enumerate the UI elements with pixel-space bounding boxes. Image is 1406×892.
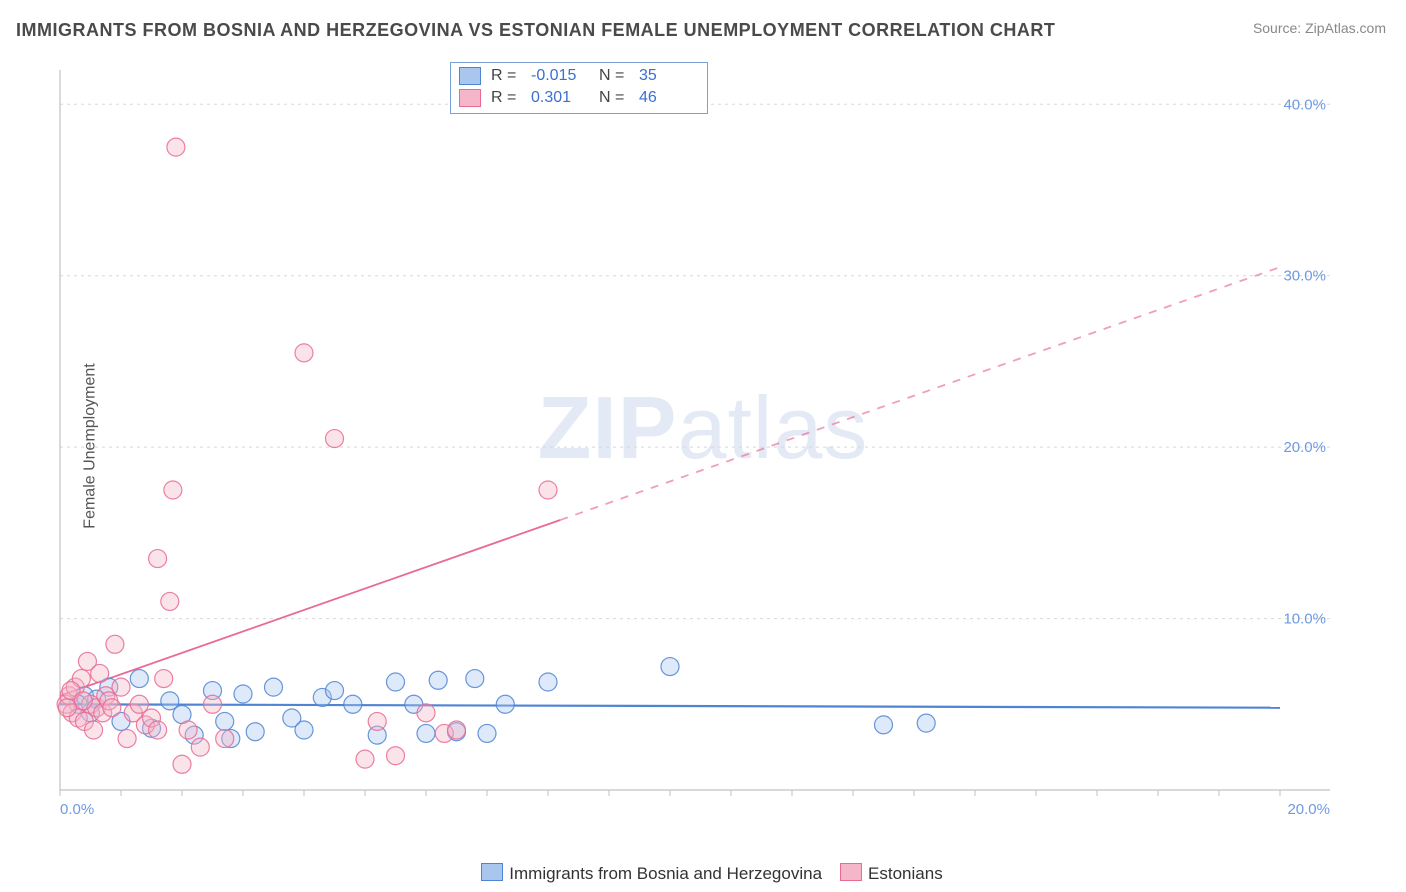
- legend-r-label: R =: [491, 65, 523, 87]
- svg-text:40.0%: 40.0%: [1283, 96, 1326, 113]
- legend-n-label: N =: [599, 87, 631, 109]
- scatter-plot: 10.0% 20.0% 30.0% 40.0% 0.0% 20.0%: [50, 60, 1340, 830]
- legend-swatch: [459, 67, 481, 85]
- svg-text:20.0%: 20.0%: [1283, 439, 1326, 456]
- correlation-legend: R = -0.015 N = 35 R = 0.301 N = 46: [450, 62, 708, 114]
- svg-text:0.0%: 0.0%: [60, 801, 94, 818]
- legend-series-label: Estonians: [868, 864, 943, 883]
- series-legend: Immigrants from Bosnia and Herzegovina Es…: [0, 863, 1406, 884]
- legend-r-label: R =: [491, 87, 523, 109]
- legend-swatch: [459, 89, 481, 107]
- legend-row: R = -0.015 N = 35: [459, 65, 699, 87]
- chart-title: IMMIGRANTS FROM BOSNIA AND HERZEGOVINA V…: [16, 20, 1055, 41]
- legend-n-label: N =: [599, 65, 631, 87]
- legend-swatch: [840, 863, 862, 881]
- legend-r-value: 0.301: [531, 87, 591, 109]
- legend-row: R = 0.301 N = 46: [459, 87, 699, 109]
- legend-n-value: 46: [639, 87, 699, 109]
- legend-swatch: [481, 863, 503, 881]
- legend-series-label: Immigrants from Bosnia and Herzegovina: [509, 864, 822, 883]
- svg-text:10.0%: 10.0%: [1283, 611, 1326, 628]
- svg-text:30.0%: 30.0%: [1283, 268, 1326, 285]
- source-attribution: Source: ZipAtlas.com: [1253, 20, 1386, 36]
- svg-text:20.0%: 20.0%: [1287, 801, 1330, 818]
- legend-r-value: -0.015: [531, 65, 591, 87]
- legend-n-value: 35: [639, 65, 699, 87]
